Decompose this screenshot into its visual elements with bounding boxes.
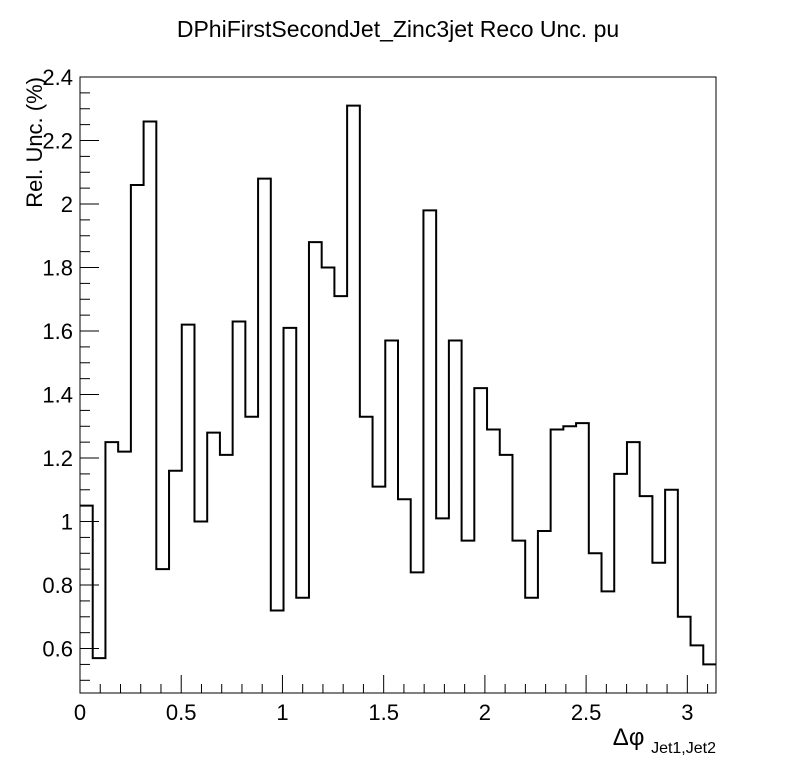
x-tick-label: 1.5 (368, 700, 399, 725)
plot-frame (79, 76, 717, 694)
y-tick-label: 0.8 (42, 573, 73, 598)
x-axis-label-subscript: Jet1,Jet2 (651, 740, 716, 757)
x-tick-label: 2 (479, 700, 491, 725)
y-tick-label: 1.8 (42, 256, 73, 281)
y-tick-label: 2.2 (42, 129, 73, 154)
y-tick-label: 2.4 (42, 65, 73, 90)
x-tick-label: 2.5 (571, 700, 602, 725)
x-axis-ticks (79, 675, 709, 693)
y-tick-label: 0.6 (42, 637, 73, 662)
x-axis-label: Δφ Jet1,Jet2 (613, 724, 716, 757)
x-tick-label: 0 (74, 700, 86, 725)
y-axis-label: Rel. Unc. (%) (22, 77, 47, 208)
x-tick-label: 3 (681, 700, 693, 725)
y-tick-label: 1.4 (42, 383, 73, 408)
y-axis-tick-labels: 0.6 0.8 1 1.2 1.4 1.6 1.8 2 2.2 2.4 (42, 65, 73, 662)
y-tick-label: 1 (61, 510, 73, 535)
histogram-series-line (80, 104, 716, 666)
x-axis-label-symbol: Δφ (613, 724, 645, 751)
x-tick-label: 0.5 (166, 700, 197, 725)
y-axis-ticks (80, 76, 99, 681)
x-axis-tick-labels: 0 0.5 1 1.5 2 2.5 3 (74, 700, 694, 725)
chart-title: DPhiFirstSecondJet_Zinc3jet Reco Unc. pu (177, 16, 619, 42)
y-tick-label: 1.6 (42, 319, 73, 344)
y-tick-label: 1.2 (42, 446, 73, 471)
x-tick-label: 1 (276, 700, 288, 725)
y-tick-label: 2 (61, 192, 73, 217)
